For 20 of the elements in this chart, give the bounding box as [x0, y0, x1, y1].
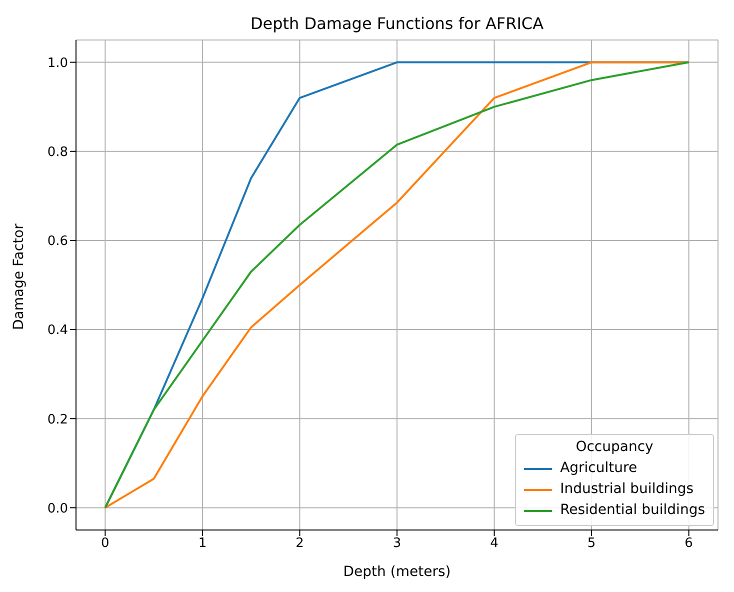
x-tick-label: 4	[490, 536, 498, 552]
y-tick-label: 0.0	[47, 501, 68, 516]
chart-title: Depth Damage Functions for AFRICA	[249, 14, 545, 33]
x-axis-title: Depth (meters)	[343, 564, 451, 580]
y-tick-label: 0.6	[47, 234, 68, 250]
x-tick-label: 5	[587, 536, 596, 552]
x-tick-label: 6	[684, 536, 693, 552]
legend-label: Residential buildings	[560, 501, 705, 520]
y-tick-label: 0.8	[47, 144, 68, 160]
x-tick-label: 0	[101, 536, 110, 552]
y-tick-label: 0.2	[47, 412, 68, 428]
x-tick-label: 2	[296, 536, 304, 552]
y-tick-label: 0.4	[47, 323, 68, 338]
x-tick-label: 3	[392, 536, 402, 552]
legend-title: Occupancy	[574, 439, 654, 455]
y-tick-label: 1.0	[47, 56, 68, 71]
x-tick-label: 1	[198, 536, 207, 552]
legend-label: Agriculture	[560, 459, 638, 478]
y-axis-title: Damage Factor	[10, 223, 27, 330]
legend-label: Industrial buildings	[560, 480, 694, 499]
